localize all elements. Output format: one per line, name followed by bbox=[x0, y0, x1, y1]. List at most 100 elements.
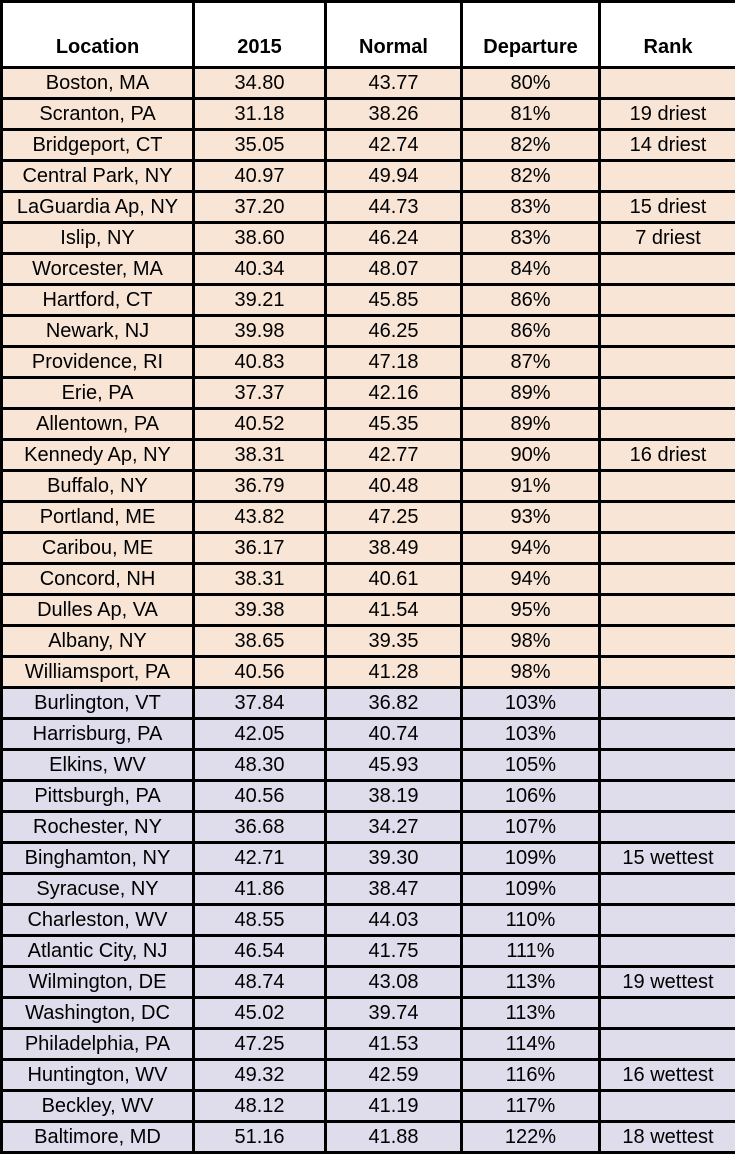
normal-cell: 38.19 bbox=[324, 779, 463, 813]
normal-cell: 47.18 bbox=[324, 345, 463, 379]
location-cell: Baltimore, MD bbox=[0, 1120, 195, 1154]
departure-cell: 94% bbox=[460, 562, 601, 596]
location-cell: Huntington, WV bbox=[0, 1058, 195, 1092]
table-row: Kennedy Ap, NY 38.31 42.77 90% 16 driest bbox=[0, 438, 735, 472]
location-cell: Hartford, CT bbox=[0, 283, 195, 317]
departure-cell: 82% bbox=[460, 159, 601, 193]
location-cell: Buffalo, NY bbox=[0, 469, 195, 503]
departure-cell: 84% bbox=[460, 252, 601, 286]
normal-cell: 43.77 bbox=[324, 66, 463, 100]
value-2015-cell: 41.86 bbox=[192, 872, 327, 906]
departure-cell: 106% bbox=[460, 779, 601, 813]
departure-cell: 116% bbox=[460, 1058, 601, 1092]
location-cell: Portland, ME bbox=[0, 500, 195, 534]
departure-cell: 103% bbox=[460, 686, 601, 720]
departure-cell: 109% bbox=[460, 841, 601, 875]
rank-cell bbox=[598, 562, 735, 596]
departure-cell: 89% bbox=[460, 376, 601, 410]
location-cell: Philadelphia, PA bbox=[0, 1027, 195, 1061]
value-2015-cell: 40.56 bbox=[192, 779, 327, 813]
value-2015-cell: 47.25 bbox=[192, 1027, 327, 1061]
rank-cell bbox=[598, 779, 735, 813]
rank-cell: 7 driest bbox=[598, 221, 735, 255]
column-header-location: Location bbox=[0, 0, 195, 69]
rank-cell bbox=[598, 376, 735, 410]
value-2015-cell: 39.38 bbox=[192, 593, 327, 627]
value-2015-cell: 42.05 bbox=[192, 717, 327, 751]
location-cell: Harrisburg, PA bbox=[0, 717, 195, 751]
rank-cell bbox=[598, 810, 735, 844]
departure-cell: 105% bbox=[460, 748, 601, 782]
departure-cell: 86% bbox=[460, 314, 601, 348]
value-2015-cell: 40.52 bbox=[192, 407, 327, 441]
rank-cell: 19 wettest bbox=[598, 965, 735, 999]
table-row: Erie, PA 37.37 42.16 89% bbox=[0, 376, 735, 410]
departure-cell: 81% bbox=[460, 97, 601, 131]
departure-cell: 103% bbox=[460, 717, 601, 751]
departure-cell: 111% bbox=[460, 934, 601, 968]
rank-cell bbox=[598, 407, 735, 441]
value-2015-cell: 36.79 bbox=[192, 469, 327, 503]
table-row: Beckley, WV 48.12 41.19 117% bbox=[0, 1089, 735, 1123]
normal-cell: 45.85 bbox=[324, 283, 463, 317]
normal-cell: 40.74 bbox=[324, 717, 463, 751]
table-row: Harrisburg, PA 42.05 40.74 103% bbox=[0, 717, 735, 751]
location-cell: Dulles Ap, VA bbox=[0, 593, 195, 627]
normal-cell: 41.53 bbox=[324, 1027, 463, 1061]
table-row: Boston, MA 34.80 43.77 80% bbox=[0, 66, 735, 100]
departure-cell: 91% bbox=[460, 469, 601, 503]
normal-cell: 42.74 bbox=[324, 128, 463, 162]
value-2015-cell: 48.55 bbox=[192, 903, 327, 937]
value-2015-cell: 48.30 bbox=[192, 748, 327, 782]
table-row: Albany, NY 38.65 39.35 98% bbox=[0, 624, 735, 658]
location-cell: Wilmington, DE bbox=[0, 965, 195, 999]
rank-cell: 19 driest bbox=[598, 97, 735, 131]
value-2015-cell: 51.16 bbox=[192, 1120, 327, 1154]
rank-cell bbox=[598, 531, 735, 565]
value-2015-cell: 40.97 bbox=[192, 159, 327, 193]
table-row: Washington, DC 45.02 39.74 113% bbox=[0, 996, 735, 1030]
value-2015-cell: 38.60 bbox=[192, 221, 327, 255]
location-cell: Beckley, WV bbox=[0, 1089, 195, 1123]
departure-cell: 117% bbox=[460, 1089, 601, 1123]
location-cell: Atlantic City, NJ bbox=[0, 934, 195, 968]
location-cell: Williamsport, PA bbox=[0, 655, 195, 689]
normal-cell: 41.19 bbox=[324, 1089, 463, 1123]
value-2015-cell: 37.37 bbox=[192, 376, 327, 410]
table-row: Syracuse, NY 41.86 38.47 109% bbox=[0, 872, 735, 906]
departure-cell: 110% bbox=[460, 903, 601, 937]
value-2015-cell: 48.12 bbox=[192, 1089, 327, 1123]
location-cell: Caribou, ME bbox=[0, 531, 195, 565]
value-2015-cell: 38.65 bbox=[192, 624, 327, 658]
normal-cell: 45.35 bbox=[324, 407, 463, 441]
normal-cell: 41.54 bbox=[324, 593, 463, 627]
normal-cell: 38.49 bbox=[324, 531, 463, 565]
normal-cell: 41.75 bbox=[324, 934, 463, 968]
location-cell: Albany, NY bbox=[0, 624, 195, 658]
rank-cell bbox=[598, 872, 735, 906]
rank-cell bbox=[598, 903, 735, 937]
departure-cell: 83% bbox=[460, 221, 601, 255]
rank-cell: 15 wettest bbox=[598, 841, 735, 875]
value-2015-cell: 31.18 bbox=[192, 97, 327, 131]
departure-cell: 109% bbox=[460, 872, 601, 906]
normal-cell: 39.30 bbox=[324, 841, 463, 875]
table-row: Charleston, WV 48.55 44.03 110% bbox=[0, 903, 735, 937]
header-row: Location 2015 Normal Departure Rank bbox=[0, 0, 735, 69]
table-row: Providence, RI 40.83 47.18 87% bbox=[0, 345, 735, 379]
rank-cell bbox=[598, 934, 735, 968]
value-2015-cell: 39.21 bbox=[192, 283, 327, 317]
column-header-departure: Departure bbox=[460, 0, 601, 69]
table-row: Baltimore, MD 51.16 41.88 122% 18 wettest bbox=[0, 1120, 735, 1154]
table-row: Islip, NY 38.60 46.24 83% 7 driest bbox=[0, 221, 735, 255]
rank-cell: 16 driest bbox=[598, 438, 735, 472]
location-cell: Erie, PA bbox=[0, 376, 195, 410]
departure-cell: 122% bbox=[460, 1120, 601, 1154]
departure-cell: 82% bbox=[460, 128, 601, 162]
value-2015-cell: 46.54 bbox=[192, 934, 327, 968]
rank-cell bbox=[598, 159, 735, 193]
value-2015-cell: 37.20 bbox=[192, 190, 327, 224]
location-cell: Newark, NJ bbox=[0, 314, 195, 348]
departure-cell: 95% bbox=[460, 593, 601, 627]
